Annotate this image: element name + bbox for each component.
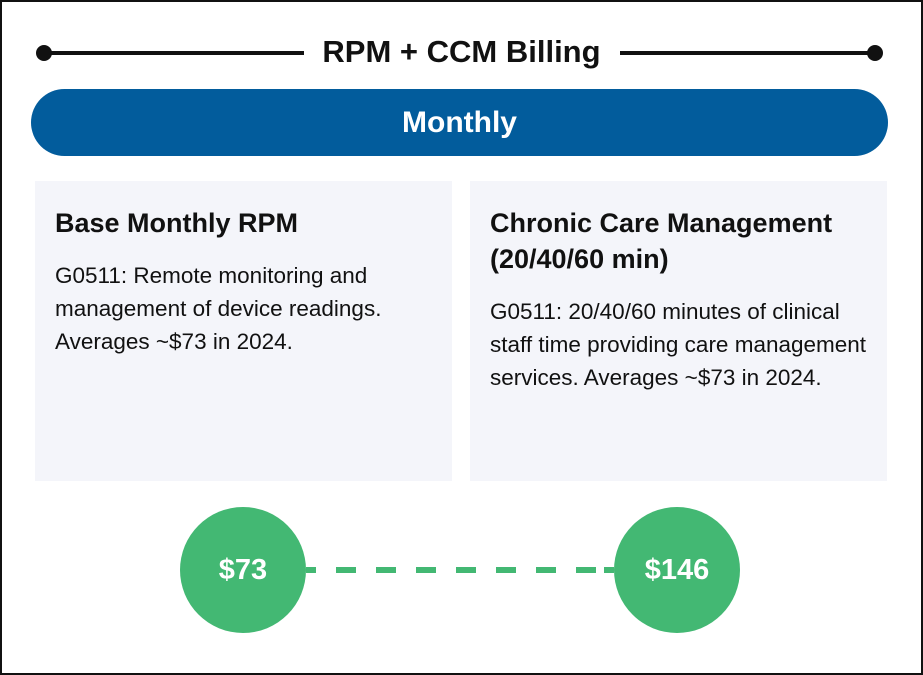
card-body: G0511: 20/40/60 minutes of clinical staf… (490, 299, 867, 390)
card-base-rpm: Base Monthly RPM G0511: Remote monitorin… (35, 181, 452, 481)
title-text: RPM + CCM Billing (312, 34, 611, 69)
total-circle-combined: $146 (614, 507, 740, 633)
card-heading: Base Monthly RPM (55, 208, 299, 238)
title-dot-left (36, 45, 52, 61)
dashed-connector (306, 567, 614, 573)
title-line-right (620, 51, 875, 55)
card-ccm: Chronic Care Management (20/40/60 min) G… (470, 181, 887, 481)
period-banner: Monthly (31, 89, 888, 156)
diagram-title: RPM + CCM Billing (0, 34, 923, 70)
title-dot-right (867, 45, 883, 61)
card-heading: Chronic Care Management (20/40/60 min) (490, 208, 833, 274)
card-body: G0511: Remote monitoring and management … (55, 263, 382, 354)
title-line-left (44, 51, 304, 55)
total-circle-base: $73 (180, 507, 306, 633)
